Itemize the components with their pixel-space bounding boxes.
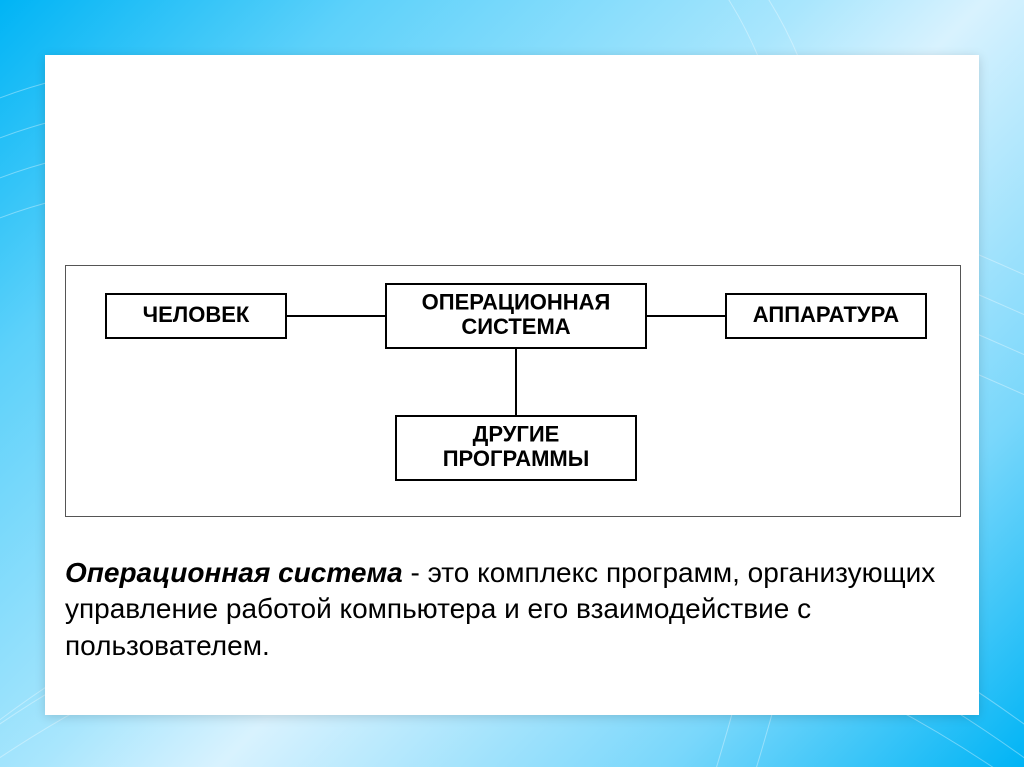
node-label-os-line0: ОПЕРАЦИОННАЯ [422, 290, 611, 315]
content-card: ЧЕЛОВЕК ОПЕРАЦИОННАЯСИСТЕМА АППАРАТУРА ДРУГ… [45, 55, 979, 715]
node-human: ЧЕЛОВЕК [106, 294, 286, 338]
node-label-human-line0: ЧЕЛОВЕК [143, 302, 250, 327]
node-label-programs-line1: ПРОГРАММЫ [443, 446, 590, 471]
node-label-os-line1: СИСТЕМА [461, 314, 570, 339]
node-label-programs-line0: ДРУГИЕ [473, 422, 560, 447]
node-label-hardware-line0: АППАРАТУРА [753, 302, 900, 327]
node-hardware: АППАРАТУРА [726, 294, 926, 338]
definition-dash: - [403, 557, 428, 588]
definition-text: Операционная система - это комплекс прог… [65, 555, 959, 664]
node-programs: ДРУГИЕПРОГРАММЫ [396, 416, 636, 480]
definition-term: Операционная система [65, 557, 403, 588]
os-diagram: ЧЕЛОВЕК ОПЕРАЦИОННАЯСИСТЕМА АППАРАТУРА ДРУГ… [66, 266, 960, 516]
slide-background: ЧЕЛОВЕК ОПЕРАЦИОННАЯСИСТЕМА АППАРАТУРА ДРУГ… [0, 0, 1024, 767]
diagram-frame: ЧЕЛОВЕК ОПЕРАЦИОННАЯСИСТЕМА АППАРАТУРА ДРУГ… [65, 265, 961, 517]
node-os: ОПЕРАЦИОННАЯСИСТЕМА [386, 284, 646, 348]
